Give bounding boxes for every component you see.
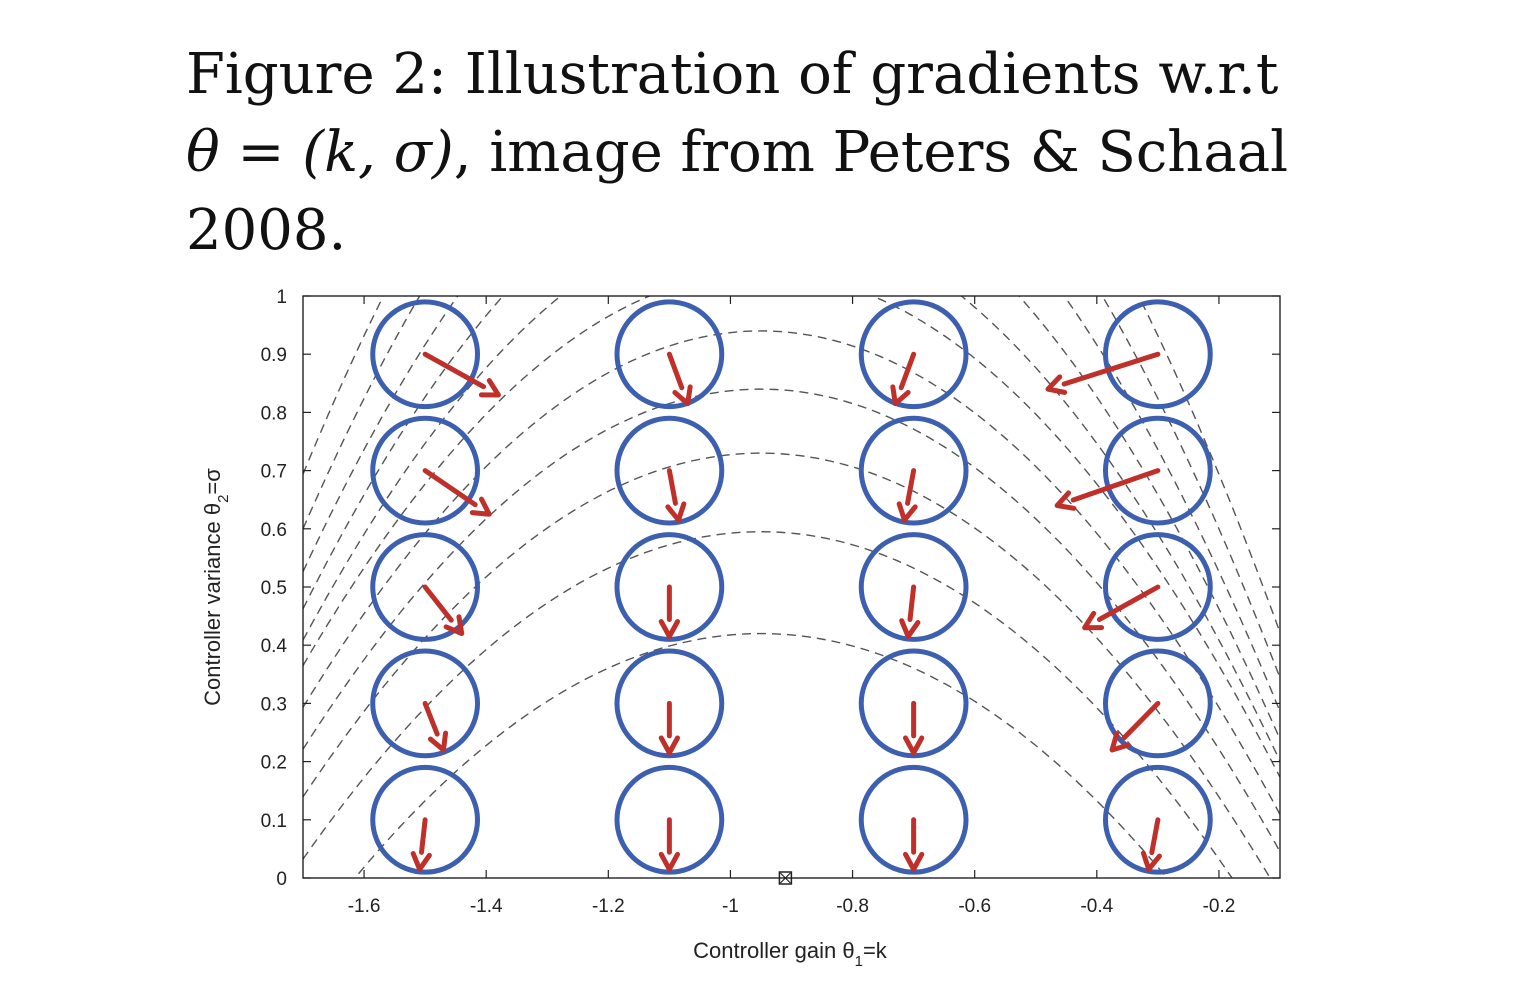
- y-tick-label-3: 0.3: [261, 694, 287, 715]
- sample-circle-6: [614, 415, 725, 526]
- x-tick-label-4: -0.8: [836, 896, 869, 917]
- x-tick-label-5: -0.6: [958, 896, 991, 917]
- y-tick-label-6: 0.6: [261, 520, 287, 541]
- sample-circle-19: [1102, 764, 1213, 875]
- y-tick-label-8: 0.8: [261, 403, 287, 424]
- gradient-arrowhead-13: [902, 735, 925, 756]
- contour-line-0: [354, 632, 1168, 878]
- sample-circle-14: [858, 764, 969, 875]
- sample-circle-13: [858, 648, 969, 759]
- gradient-arrow-2: [422, 584, 454, 623]
- tick-labels: -1.6 -1.4 -1.2 -1 -0.8 -0.6 -0.4 -0.2 0 0.1 0.2 0.3…: [261, 287, 1236, 917]
- gradient-arrow-18: [1121, 700, 1161, 741]
- gradient-arrow-12: [907, 584, 917, 623]
- sample-circle-18: [1102, 648, 1213, 759]
- sample-circle-9: [614, 764, 725, 875]
- gradient-arrowhead-2: [443, 614, 465, 637]
- sample-circle-0: [370, 299, 481, 410]
- y-tick-label-5: 0.5: [261, 578, 287, 599]
- y-tick-label-4: 0.4: [261, 636, 288, 657]
- gradient-arrowhead-1: [469, 496, 492, 517]
- sample-circle-8: [614, 648, 725, 759]
- y-tick-label-1: 0.1: [261, 811, 287, 832]
- optimum-marker: [778, 871, 793, 885]
- gradient-arrowhead-0: [478, 378, 501, 398]
- gradient-arrowhead-19: [1140, 850, 1162, 872]
- gradient-arrow-19: [1149, 817, 1161, 856]
- x-tick-label-2: -1.2: [592, 896, 625, 917]
- x-tick-label-0: -1.6: [348, 896, 381, 917]
- sample-circle-4: [370, 764, 481, 875]
- contour-line-8: [303, 296, 1280, 712]
- gradient-arrowhead-7: [658, 619, 681, 639]
- caption-suffix: , image from Peters & Schaal 2008.: [186, 120, 1289, 263]
- gradient-arrow-15: [1061, 351, 1161, 387]
- contour-line-5: [303, 296, 1280, 778]
- x-tick-label-3: -1: [722, 896, 739, 917]
- caption-prefix: Figure 2: Illustration of gradients w.r.…: [186, 42, 1279, 107]
- contour-line-2: [303, 452, 1271, 878]
- sample-circle-16: [1102, 415, 1213, 526]
- gradient-arrowhead-6: [665, 501, 687, 523]
- gradient-arrowhead-4: [410, 851, 432, 872]
- gradient-arrow-1: [422, 468, 478, 508]
- gradient-arrowhead-10: [890, 384, 911, 407]
- contour-line-10: [303, 296, 1280, 633]
- axis-ticks: [303, 295, 1280, 879]
- gradient-arrow-11: [905, 468, 917, 506]
- contour-line-4: [303, 330, 1280, 815]
- sample-circle-5: [614, 299, 725, 410]
- gradient-arrow-4: [419, 817, 428, 855]
- contour-line-1: [303, 530, 1233, 878]
- gradient-arrowhead-14: [902, 851, 925, 872]
- gradient-arrow-5: [666, 351, 685, 391]
- y-tick-label-2: 0.2: [261, 753, 287, 774]
- gradient-arrow-10: [898, 351, 917, 391]
- gradient-arrowhead-8: [658, 735, 681, 756]
- gradient-arrowhead-17: [1082, 610, 1105, 631]
- gradient-arrowhead-18: [1109, 731, 1131, 753]
- gradient-arrow-3: [422, 700, 440, 737]
- sample-circle-7: [614, 532, 725, 642]
- x-tick-label-1: -1.4: [470, 896, 503, 917]
- y-tick-label-0: 0: [276, 869, 287, 890]
- gradient-arrowhead-11: [896, 501, 918, 523]
- contour-lines: [303, 296, 1280, 878]
- gradient-marks: [370, 299, 1213, 875]
- sample-circle-1: [370, 415, 481, 526]
- y-tick-label-9: 0.9: [261, 345, 287, 366]
- gradient-arrow-16: [1070, 468, 1161, 503]
- gradient-arrow-17: [1096, 584, 1161, 622]
- caption-equals: =: [219, 120, 303, 185]
- sample-circle-11: [858, 415, 969, 526]
- gradient-arrowhead-12: [899, 618, 921, 639]
- figure-caption: Figure 2: Illustration of gradients w.r.…: [186, 36, 1306, 270]
- x-axis-label: Controller gain θ1=k: [693, 938, 888, 970]
- plot-frame: [302, 295, 1281, 879]
- sample-circle-2: [370, 532, 481, 642]
- sample-circle-15: [1102, 299, 1213, 410]
- x-tick-label-6: -0.4: [1080, 896, 1113, 917]
- sample-circle-10: [858, 299, 969, 410]
- contour-line-9: [303, 296, 1280, 679]
- y-axis-label: Controller variance θ2=σ: [200, 468, 232, 706]
- sample-circle-12: [858, 532, 969, 642]
- gradient-arrowhead-5: [672, 384, 693, 407]
- contour-line-7: [303, 296, 1280, 740]
- gradient-arrowhead-15: [1045, 374, 1068, 395]
- gradient-arrowhead-9: [658, 851, 681, 872]
- y-tick-label-10: 1: [276, 287, 287, 308]
- y-tick-label-7: 0.7: [261, 462, 287, 483]
- caption-params: (k, σ): [302, 120, 454, 185]
- gradient-arrow-6: [666, 468, 678, 506]
- gradient-arrow-0: [422, 351, 487, 390]
- gradient-arrowhead-16: [1054, 490, 1077, 511]
- sample-circle-17: [1102, 532, 1213, 642]
- x-tick-label-7: -0.2: [1203, 896, 1236, 917]
- sample-circle-3: [370, 648, 481, 759]
- optimum-marker-cross: [779, 872, 791, 884]
- caption-theta: θ: [186, 120, 220, 185]
- gradient-arrowhead-3: [427, 730, 449, 753]
